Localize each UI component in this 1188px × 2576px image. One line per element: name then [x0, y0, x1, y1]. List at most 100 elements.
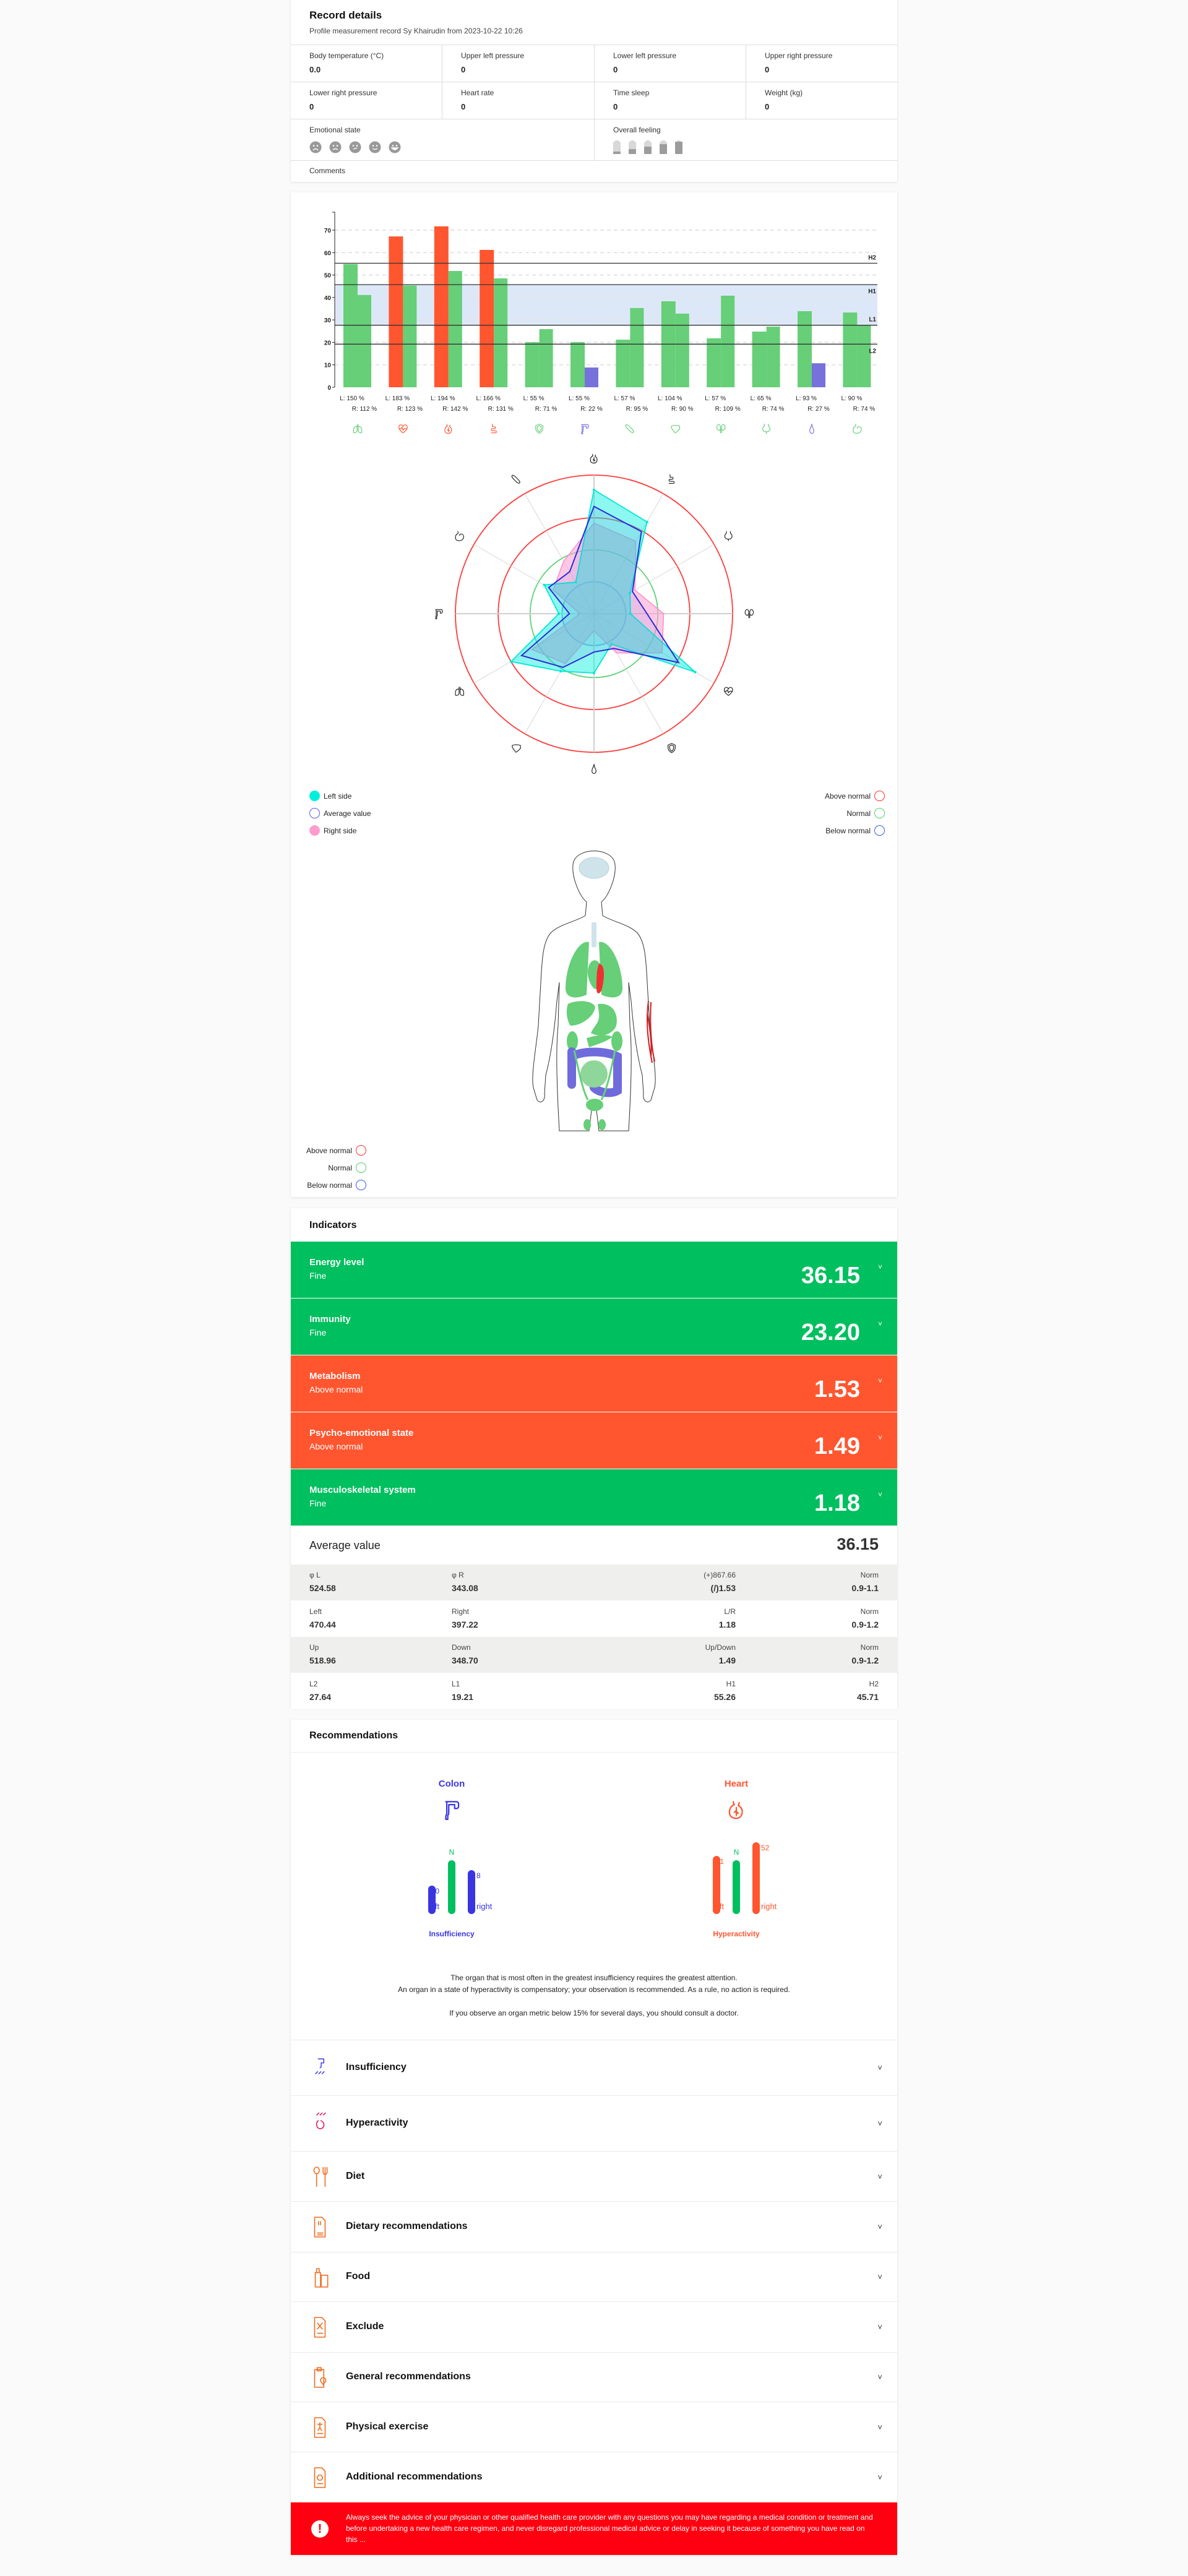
bar-right [448, 271, 462, 387]
left-pct-label: L: 55 % [523, 395, 544, 402]
stats-label: Left [309, 1607, 322, 1616]
cutlery-icon [313, 2166, 328, 2187]
stats-label: Up/Down [705, 1643, 736, 1652]
accordion-dietary-recommendations[interactable]: Dietary recommendations ˅ [291, 2201, 897, 2252]
chevron-down-icon[interactable]: ˅ [877, 2372, 882, 2382]
normal-swatch [874, 808, 885, 818]
indicator-row[interactable]: Metabolism Above normal 1.53 ˅ [291, 1355, 897, 1412]
chevron-down-icon[interactable]: ˅ [877, 1320, 882, 1328]
battery-level-icon[interactable] [629, 140, 636, 154]
chevron-down-icon[interactable]: ˅ [877, 1376, 882, 1385]
chevron-down-icon[interactable]: ˅ [877, 2222, 882, 2231]
record-title: Record details [309, 9, 382, 21]
gallbladder-icon [809, 423, 814, 434]
indicator-row[interactable]: Immunity Fine 23.20 ˅ [291, 1299, 897, 1355]
chevron-down-icon[interactable]: ˅ [877, 2473, 882, 2482]
exclude-document-icon [314, 2317, 326, 2338]
left-point [629, 591, 632, 595]
chevron-down-icon[interactable]: ˅ [877, 2422, 882, 2432]
charts-card: 0 10 20 30 40 50 60 70 L: 150 % R: 112 % L: 183 % R… [291, 192, 897, 1197]
stats-value: 0.9-1.2 [851, 1655, 879, 1665]
left-pct-label: L: 57 % [614, 395, 635, 402]
very-sad-face-icon[interactable] [309, 140, 322, 154]
y-tick-label: 50 [324, 273, 332, 280]
legend-label: Above normal [306, 1146, 352, 1155]
legend-label: Normal [846, 809, 871, 818]
neutral-face-icon[interactable] [349, 140, 361, 154]
bar-right [721, 295, 735, 387]
field-label: Upper left pressure [461, 51, 525, 60]
indicator-status: Above normal [309, 1441, 363, 1451]
accordion-food[interactable]: Food ˅ [291, 2252, 897, 2301]
legend-label: Right side [324, 826, 357, 835]
stats-cell: Right 397.22 [452, 1607, 478, 1629]
battery-level-icon[interactable] [660, 140, 667, 154]
chevron-down-icon[interactable]: ˅ [877, 2063, 882, 2072]
reference-label: L2 [869, 348, 876, 354]
average-swatch [309, 808, 320, 818]
chevron-down-icon[interactable]: ˅ [877, 1433, 882, 1442]
left-point [694, 671, 697, 674]
chevron-down-icon[interactable]: ˅ [877, 1263, 882, 1271]
stats-cell: H2 45.71 [857, 1680, 879, 1702]
bar-left [616, 340, 631, 387]
bar-left [752, 332, 767, 387]
indicator-row[interactable]: Energy level Fine 36.15 ˅ [291, 1242, 897, 1298]
body-outline [532, 851, 656, 1131]
chevron-down-icon[interactable]: ˅ [877, 2171, 882, 2181]
y-tick-label: 10 [324, 363, 332, 369]
bar-left [389, 236, 403, 387]
happy-face-icon[interactable] [389, 140, 401, 154]
organ-summary-heart: Heart N 71 52 left right Hyperactivity [644, 1779, 829, 1946]
battery-level-icon[interactable] [613, 140, 621, 154]
chevron-down-icon[interactable]: ˅ [877, 2119, 882, 2128]
gallbladder-icon [592, 763, 596, 774]
indicator-value: 1.53 [814, 1376, 860, 1402]
left-pct-label: L: 55 % [569, 395, 590, 402]
bar-normal [733, 1860, 740, 1914]
battery-level-icon[interactable] [675, 140, 682, 154]
sad-face-icon[interactable] [329, 140, 342, 154]
organ-bar-chart: 0 10 20 30 40 50 60 70 L: 150 % R: 112 % L: 183 % R… [324, 212, 877, 434]
stats-value: 0.9-1.1 [851, 1583, 879, 1593]
bar-left [343, 264, 358, 387]
liver [566, 1001, 595, 1026]
bar-normal [448, 1860, 455, 1914]
stats-cell: L2 27.64 [309, 1680, 331, 1702]
clipboard-heart-icon [314, 2367, 327, 2388]
legend-label: Normal [328, 1163, 352, 1172]
field-time-sleep: Time sleep 0 [595, 82, 746, 119]
accordion-insufficiency[interactable]: Insufficiency ˅ [291, 2040, 897, 2095]
stats-label: Down [452, 1643, 471, 1652]
legend-label: Above normal [824, 791, 871, 801]
accordion-hyperactivity[interactable]: Hyperactivity ˅ [291, 2095, 897, 2151]
smile-face-icon[interactable] [369, 140, 381, 154]
indicator-row[interactable]: Psycho-emotional state Above normal 1.49 ˅ [291, 1412, 897, 1469]
accordion-physical-exercise[interactable]: Physical exercise ˅ [291, 2402, 897, 2452]
reference-label: H2 [868, 254, 876, 261]
cardio-icon [398, 424, 408, 434]
right-kidney [611, 1031, 622, 1051]
chevron-down-icon[interactable]: ˅ [877, 1490, 882, 1499]
right-testis [598, 1119, 606, 1130]
bar-left [843, 312, 858, 387]
bladder [586, 1099, 603, 1111]
right-side-area [531, 522, 665, 664]
battery-level-icon[interactable] [644, 140, 652, 154]
indicator-row[interactable]: Musculoskeletal system Fine 1.18 ˅ [291, 1469, 897, 1526]
bar-left [428, 1886, 436, 1914]
accordion-title: Additional recommendations [346, 2471, 483, 2482]
accordion-additional-recommendations[interactable]: Additional recommendations ˅ [291, 2452, 897, 2502]
legend-label: Left side [324, 791, 352, 801]
accordion-exclude[interactable]: Exclude ˅ [291, 2301, 897, 2352]
accordion-diet[interactable]: Diet ˅ [291, 2151, 897, 2201]
alert-icon: ! [311, 2520, 329, 2538]
stats-value: 45.71 [856, 1691, 879, 1702]
chevron-down-icon[interactable]: ˅ [877, 2272, 882, 2282]
field-upper-right-pressure: Upper right pressure 0 [746, 45, 897, 82]
chevron-down-icon[interactable]: ˅ [877, 2322, 882, 2332]
field-upper-left-pressure: Upper left pressure 0 [442, 45, 595, 82]
accordion-general-recommendations[interactable]: General recommendations ˅ [291, 2352, 897, 2402]
bar-right [675, 313, 689, 387]
bladder-icon [762, 423, 771, 434]
